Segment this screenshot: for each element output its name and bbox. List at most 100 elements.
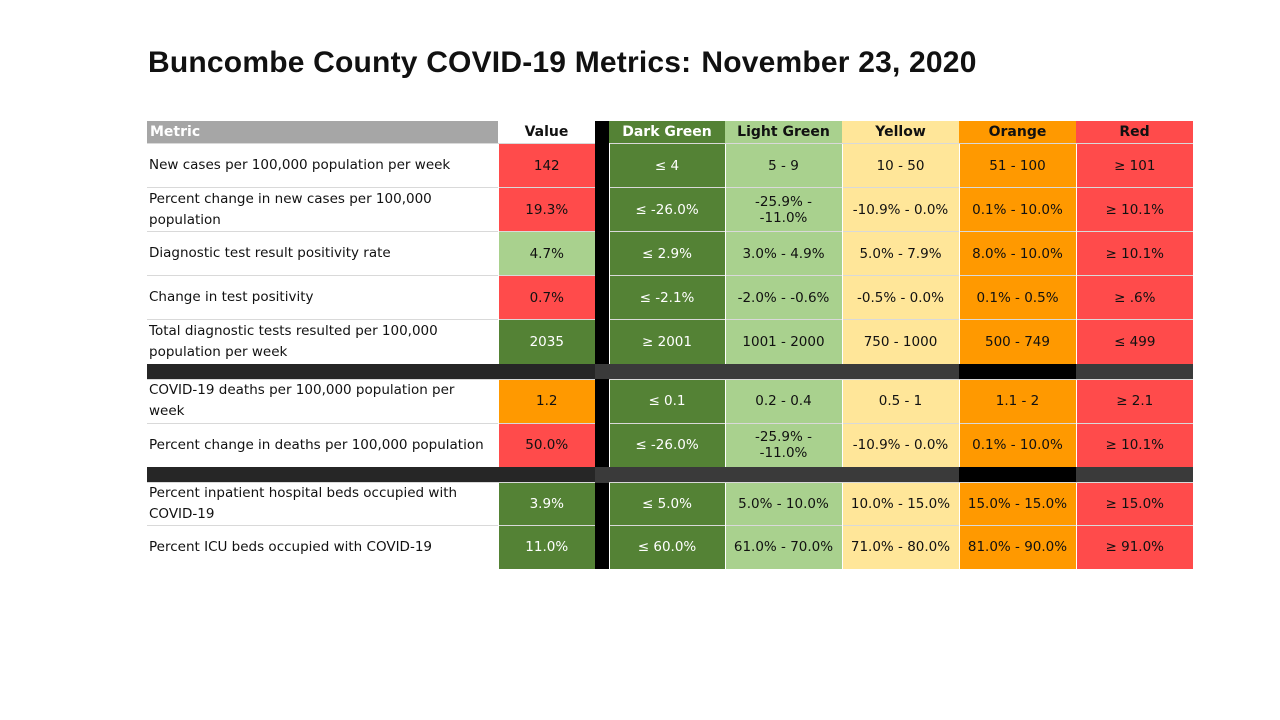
metric-label: COVID-19 deaths per 100,000 population p… xyxy=(147,378,498,423)
threshold-cell: 750 - 1000 xyxy=(841,319,959,364)
threshold-cell: ≥ 2001 xyxy=(608,319,725,364)
threshold-cell: 0.1% - 0.5% xyxy=(958,275,1076,320)
threshold-cell: 51 - 100 xyxy=(958,143,1076,188)
metrics-table: Metric Value Dark Green Light Green Yell… xyxy=(147,121,1193,569)
metric-value: 4.7% xyxy=(497,231,595,276)
divider-cell xyxy=(609,467,725,483)
threshold-cell: ≤ 5.0% xyxy=(608,482,725,526)
metric-value: 3.9% xyxy=(497,482,595,526)
threshold-cell: ≥ 91.0% xyxy=(1075,525,1193,569)
threshold-cell: ≥ 10.1% xyxy=(1075,187,1193,232)
separator-bar xyxy=(595,187,609,232)
metric-value: 0.7% xyxy=(497,275,595,320)
page-title: Buncombe County COVID-19 Metrics: Novembe… xyxy=(148,46,977,80)
threshold-cell: ≤ 4 xyxy=(608,143,725,188)
threshold-cell: ≥ 10.1% xyxy=(1075,422,1193,467)
title-part1: Buncombe County COVID-19 Metrics: xyxy=(148,46,692,79)
threshold-cell: 10.0% - 15.0% xyxy=(841,482,959,526)
separator-bar xyxy=(595,231,609,276)
metric-label: Change in test positivity xyxy=(147,275,498,320)
threshold-cell: ≥ 101 xyxy=(1075,143,1193,188)
header-value: Value xyxy=(498,121,595,144)
threshold-cell: ≤ 2.9% xyxy=(608,231,725,276)
threshold-cell: 1001 - 2000 xyxy=(724,319,842,364)
divider-cell xyxy=(147,363,498,379)
metric-label: Total diagnostic tests resulted per 100,… xyxy=(147,319,498,364)
threshold-cell: -25.9% - -11.0% xyxy=(724,187,842,232)
divider-cell xyxy=(595,363,609,379)
metric-label: Percent ICU beds occupied with COVID-19 xyxy=(147,525,498,569)
separator-bar xyxy=(595,275,609,320)
header-yellow: Yellow xyxy=(842,121,959,144)
threshold-cell: ≤ 0.1 xyxy=(608,378,725,423)
threshold-cell: ≤ -2.1% xyxy=(608,275,725,320)
table-row: Total diagnostic tests resulted per 100,… xyxy=(147,319,1193,364)
threshold-cell: 81.0% - 90.0% xyxy=(958,525,1076,569)
metric-value: 1.2 xyxy=(497,378,595,423)
group-divider xyxy=(147,363,1193,379)
separator-bar xyxy=(595,143,609,188)
metric-label: Diagnostic test result positivity rate xyxy=(147,231,498,276)
threshold-cell: 10 - 50 xyxy=(841,143,959,188)
threshold-cell: ≤ -26.0% xyxy=(608,422,725,467)
threshold-cell: 15.0% - 15.0% xyxy=(958,482,1076,526)
divider-cell xyxy=(842,363,959,379)
threshold-cell: 61.0% - 70.0% xyxy=(724,525,842,569)
divider-cell xyxy=(725,363,842,379)
separator-bar xyxy=(595,319,609,364)
divider-cell xyxy=(1076,467,1193,483)
threshold-cell: ≤ -26.0% xyxy=(608,187,725,232)
threshold-cell: 5 - 9 xyxy=(724,143,842,188)
threshold-cell: 0.5 - 1 xyxy=(841,378,959,423)
divider-cell xyxy=(959,363,1076,379)
divider-cell xyxy=(147,467,498,483)
separator-bar xyxy=(595,482,609,526)
separator-bar xyxy=(595,121,609,144)
threshold-cell: ≥ 15.0% xyxy=(1075,482,1193,526)
divider-cell xyxy=(498,467,595,483)
threshold-cell: ≥ 2.1 xyxy=(1075,378,1193,423)
divider-cell xyxy=(1076,363,1193,379)
threshold-cell: 5.0% - 10.0% xyxy=(724,482,842,526)
threshold-cell: -25.9% - -11.0% xyxy=(724,422,842,467)
metric-label: New cases per 100,000 population per wee… xyxy=(147,143,498,188)
divider-cell xyxy=(842,467,959,483)
threshold-cell: 1.1 - 2 xyxy=(958,378,1076,423)
threshold-cell: 3.0% - 4.9% xyxy=(724,231,842,276)
metric-label: Percent change in deaths per 100,000 pop… xyxy=(147,422,498,467)
threshold-cell: -10.9% - 0.0% xyxy=(841,422,959,467)
metric-value: 19.3% xyxy=(497,187,595,232)
header-row: Metric Value Dark Green Light Green Yell… xyxy=(147,121,1193,144)
threshold-cell: 5.0% - 7.9% xyxy=(841,231,959,276)
table-body: New cases per 100,000 population per wee… xyxy=(147,143,1193,569)
header-dark-green: Dark Green xyxy=(609,121,725,144)
metric-value: 50.0% xyxy=(497,422,595,467)
divider-cell xyxy=(959,467,1076,483)
group-divider xyxy=(147,467,1193,483)
metric-value: 11.0% xyxy=(497,525,595,569)
header-orange: Orange xyxy=(959,121,1076,144)
threshold-cell: -10.9% - 0.0% xyxy=(841,187,959,232)
header-red: Red xyxy=(1076,121,1193,144)
metric-value: 142 xyxy=(497,143,595,188)
threshold-cell: 500 - 749 xyxy=(958,319,1076,364)
separator-bar xyxy=(595,525,609,569)
threshold-cell: ≥ .6% xyxy=(1075,275,1193,320)
threshold-cell: ≥ 10.1% xyxy=(1075,231,1193,276)
threshold-cell: 71.0% - 80.0% xyxy=(841,525,959,569)
threshold-cell: ≤ 499 xyxy=(1075,319,1193,364)
threshold-cell: -0.5% - 0.0% xyxy=(841,275,959,320)
threshold-cell: 0.2 - 0.4 xyxy=(724,378,842,423)
header-light-green: Light Green xyxy=(725,121,842,144)
metric-value: 2035 xyxy=(497,319,595,364)
divider-cell xyxy=(725,467,842,483)
metric-label: Percent change in new cases per 100,000 … xyxy=(147,187,498,232)
threshold-cell: 0.1% - 10.0% xyxy=(958,422,1076,467)
table-row: COVID-19 deaths per 100,000 population p… xyxy=(147,378,1193,423)
header-metric: Metric xyxy=(147,121,498,144)
threshold-cell: -2.0% - -0.6% xyxy=(724,275,842,320)
threshold-cell: ≤ 60.0% xyxy=(608,525,725,569)
threshold-cell: 0.1% - 10.0% xyxy=(958,187,1076,232)
table-row: Percent change in deaths per 100,000 pop… xyxy=(147,422,1193,467)
table-row: Percent change in new cases per 100,000 … xyxy=(147,187,1193,232)
